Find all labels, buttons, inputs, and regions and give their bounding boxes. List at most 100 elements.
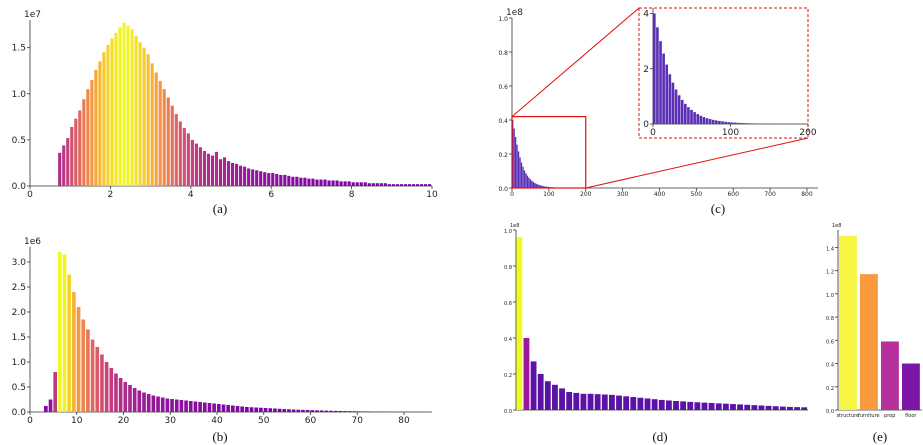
- panel-a-bar: [427, 184, 432, 186]
- panel-b-bar: [221, 404, 226, 412]
- panel-b-bar: [305, 410, 310, 412]
- panel-b-x-tick-label: 60: [305, 416, 317, 426]
- panel-a-bar: [194, 143, 198, 186]
- panel-b-bar: [333, 410, 338, 412]
- panel-a-bar: [231, 162, 235, 186]
- panel-c-bar: [540, 185, 542, 188]
- panel-e-category-label: structure: [836, 413, 859, 419]
- panel-c-inset-bar: [724, 121, 727, 124]
- panel-a-bar: [363, 182, 367, 186]
- panel-b-y-tick-label: 2.0: [12, 308, 27, 318]
- panel-c-x-tick-label: 300: [617, 191, 629, 198]
- panel-c-inset-x-tick-label: 0: [650, 128, 656, 138]
- panel-c-y-tick-label: 0.8: [498, 50, 508, 57]
- panel-c-x-tick-label: 600: [727, 191, 739, 198]
- panel-a-bar: [222, 157, 227, 186]
- panel-b-bar: [287, 409, 291, 412]
- panel-e-y-tick-label: 0.8: [826, 316, 834, 322]
- panel-e-bar: [860, 274, 878, 410]
- panel-label-e: (e): [873, 429, 887, 444]
- panel-c-inset-bar: [711, 119, 715, 124]
- panel-c-connector: [585, 137, 809, 189]
- panel-c-bar: [516, 144, 518, 188]
- panel-a-bar: [375, 183, 379, 186]
- panel-c-bar: [531, 180, 533, 188]
- panel-a-bar: [251, 169, 255, 186]
- panel-a-bar: [206, 153, 211, 186]
- panel-a-bar: [90, 79, 94, 186]
- panel-a-bar: [327, 180, 331, 186]
- panel-c-inset-bar: [742, 123, 746, 124]
- panel-b-bar: [160, 397, 165, 412]
- panel-b-bar: [310, 410, 315, 412]
- panel-a-bar: [255, 170, 259, 186]
- panel-label-a: (a): [213, 201, 227, 216]
- panel-d-bar: [637, 397, 644, 410]
- panel-d-bar: [751, 405, 758, 410]
- panel-a-bar: [295, 176, 299, 186]
- panel-e-bar: [881, 341, 899, 410]
- panel-a-bar: [182, 127, 186, 186]
- panel-b-x-tick-label: 70: [351, 416, 363, 426]
- panel-b-x-tick-label: 40: [211, 416, 223, 426]
- panel-a-bar: [106, 44, 110, 187]
- panel-d-bar: [608, 394, 615, 410]
- panel-b-bar: [67, 274, 72, 412]
- panel-a-bar: [214, 151, 219, 186]
- panel-a-bar: [102, 52, 106, 187]
- panel-a-bar: [202, 150, 206, 186]
- panel-d-bar: [722, 403, 729, 410]
- panel-d-bar: [772, 406, 779, 410]
- panel-d-y-tick-label: 1.0: [504, 229, 512, 235]
- panel-b-bar: [259, 407, 263, 412]
- panel-c-inset-bar: [668, 74, 672, 124]
- panel-c-inset-bar: [656, 27, 659, 124]
- panel-d-bar: [616, 395, 622, 410]
- panel-b-bar: [329, 410, 333, 412]
- panel-d-y-tick-label: 0.0: [504, 409, 512, 415]
- panel-e-category-label: furniture: [858, 413, 880, 419]
- panel-a-bar: [142, 47, 146, 186]
- panel-a-bar: [247, 168, 251, 186]
- panel-c-bar: [541, 185, 543, 188]
- panel-d-bar: [801, 407, 808, 410]
- panel-c-x-tick-label: 500: [691, 191, 703, 198]
- panel-b-bar: [58, 252, 62, 412]
- panel-a-bar: [275, 174, 279, 186]
- panel-a-bar: [387, 184, 391, 186]
- panel-c-inset-y-tick-label: 2: [643, 65, 649, 75]
- panel-b-bar: [249, 407, 254, 412]
- panel-d-bar: [544, 381, 551, 410]
- panel-b-bar: [62, 254, 67, 412]
- panel-b-bar: [165, 398, 170, 412]
- panel-e-bar: [839, 235, 857, 410]
- panel-b-y-tick-label: 1.0: [12, 358, 27, 368]
- panel-d-bar: [687, 401, 694, 410]
- panel-c-bar: [532, 181, 534, 188]
- panel-a-bar: [235, 163, 239, 186]
- panel-d-bar: [537, 374, 544, 410]
- panel-a-bar: [158, 80, 162, 186]
- panel-a-bar: [58, 152, 62, 186]
- panel-c-bar: [519, 157, 521, 188]
- panel-c-inset-bar: [718, 120, 721, 124]
- panel-a-scale-label: 1e7: [24, 10, 41, 20]
- panel-a-x-tick-label: 8: [349, 190, 355, 200]
- panel-d-scale-label: 1e8: [510, 223, 519, 229]
- panel-c-bar: [526, 175, 529, 188]
- panel-e-y-tick-label: 0.6: [826, 339, 834, 345]
- panel-c-bar: [529, 179, 532, 188]
- panel-c-inset-bar: [708, 119, 712, 124]
- panel-b-bar: [90, 339, 95, 412]
- panel-d-bar: [594, 394, 601, 410]
- panel-c-inset-bar: [746, 123, 749, 124]
- panel-b-bar: [95, 347, 100, 412]
- panel-c-inset-bar: [653, 13, 656, 124]
- panel-c-bar: [525, 173, 527, 188]
- panel-d-bar: [758, 405, 765, 410]
- panel-c-inset-bar: [665, 64, 669, 124]
- panel-b-bar: [53, 372, 58, 412]
- panel-b-bar: [212, 403, 216, 412]
- panel-c-bar: [542, 186, 545, 188]
